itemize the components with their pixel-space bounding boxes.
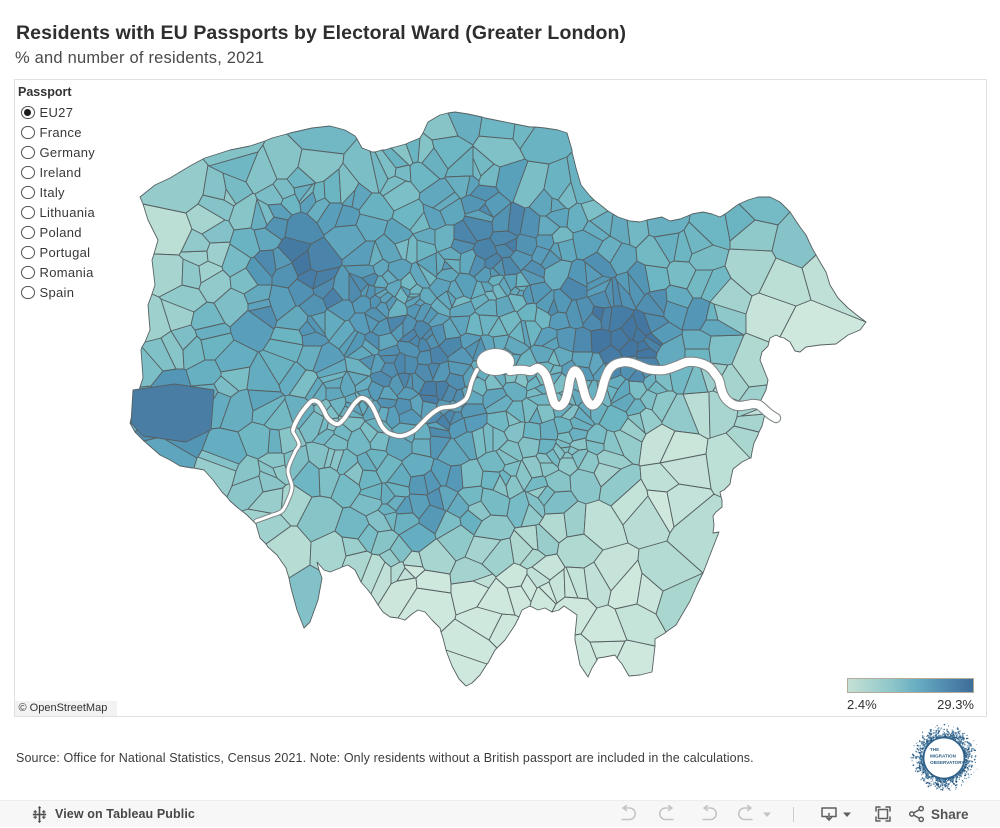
svg-text:OBSERVATORY: OBSERVATORY bbox=[930, 760, 964, 765]
svg-text:THE: THE bbox=[930, 747, 939, 752]
svg-text:MIGRATION: MIGRATION bbox=[930, 753, 957, 758]
